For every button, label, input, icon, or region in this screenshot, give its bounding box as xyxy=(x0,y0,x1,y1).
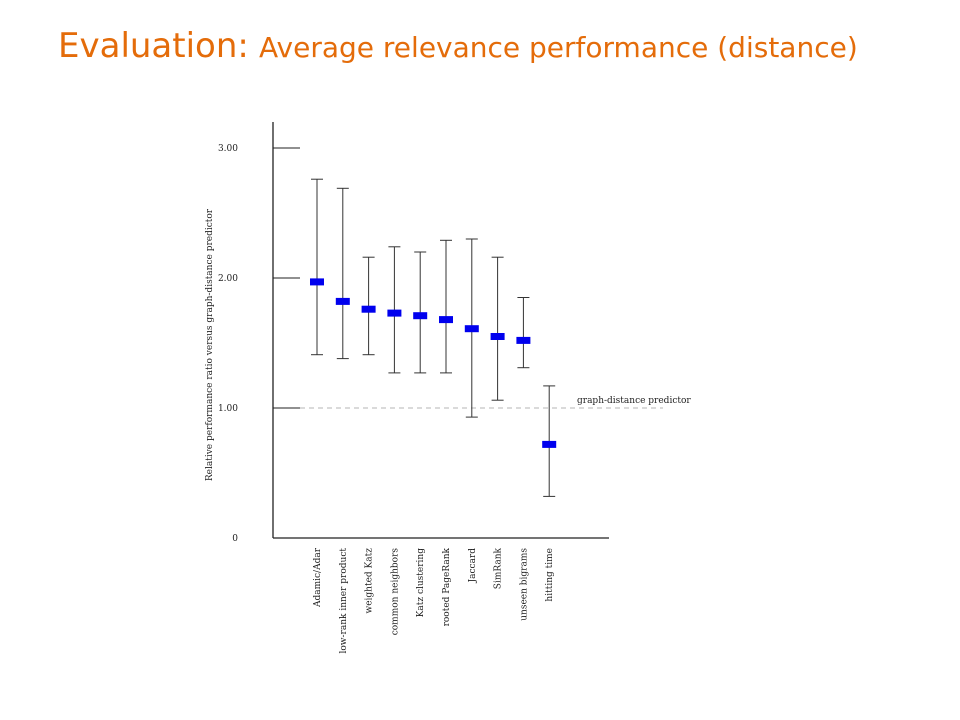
mean-marker xyxy=(516,336,531,344)
x-tick-label: common neighbors xyxy=(390,548,400,636)
x-tick-label: Katz clustering xyxy=(416,548,426,618)
x-tick-label: low-rank inner product xyxy=(339,548,349,654)
mean-marker xyxy=(439,316,453,324)
x-tick-label: hitting time xyxy=(545,548,555,602)
y-tick-label: 2.00 xyxy=(218,274,238,284)
mean-marker xyxy=(542,440,557,448)
slide-title: Evaluation: Average relevance performanc… xyxy=(58,26,858,67)
y-tick-label: 3.00 xyxy=(218,144,238,154)
slide-title-rest: Average relevance performance (distance) xyxy=(259,31,858,64)
y-tick-label: 0 xyxy=(232,534,238,544)
mean-marker xyxy=(361,305,376,313)
mean-marker xyxy=(335,297,350,305)
x-tick-labels: Adamic/Adar low-rank inner product weighte… xyxy=(313,547,555,653)
x-tick-label: Jaccard xyxy=(468,548,478,584)
x-tick-label: rooted PageRank xyxy=(442,547,452,626)
reference-line-label: graph-distance predictor xyxy=(577,396,691,406)
slide-title-lead: Evaluation: xyxy=(58,26,249,66)
x-tick-label: weighted Katz xyxy=(365,548,375,614)
mean-marker xyxy=(413,312,428,320)
mean-marker xyxy=(464,325,479,333)
y-ticks: 0 1.00 2.00 3.00 xyxy=(218,144,300,544)
chart-axes xyxy=(272,122,609,539)
y-tick-label: 1.00 xyxy=(218,404,238,414)
y-axis-label: Relative performance ratio versus graph-… xyxy=(205,208,215,481)
mean-marker xyxy=(387,309,402,317)
error-bars xyxy=(310,178,557,497)
reference-line-group: graph-distance predictor xyxy=(300,396,691,409)
x-tick-label: SimRank xyxy=(494,547,504,589)
x-tick-label: Adamic/Adar xyxy=(313,547,323,608)
mean-marker xyxy=(490,333,505,340)
x-tick-label: unseen bigrams xyxy=(519,548,529,621)
mean-marker xyxy=(310,278,324,286)
